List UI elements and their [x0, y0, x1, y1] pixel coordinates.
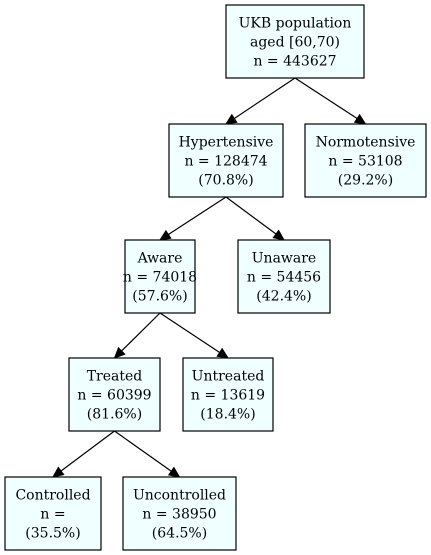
node-label-line: (70.8%): [198, 173, 253, 189]
node-label-line: (57.6%): [132, 289, 187, 305]
node-label-line: (29.2%): [338, 173, 393, 189]
node-untreated: Untreated n = 13619 (18.4%): [182, 357, 274, 432]
node-aware: Aware n = 74018 (57.6%): [123, 239, 197, 314]
node-label-line: Unaware: [252, 251, 316, 267]
edge-line: [294, 77, 358, 120]
node-label-line: Treated: [87, 369, 143, 385]
node-label-line: n = 74018: [123, 270, 197, 286]
edge-root-to-hypertensive: [224, 77, 296, 125]
node-label-line: Controlled: [15, 488, 90, 504]
edge-line: [233, 77, 296, 119]
edge-root-to-normotensive: [294, 77, 367, 125]
edge-line: [168, 196, 227, 236]
arrowhead-icon: [353, 113, 367, 125]
node-unaware: Unaware n = 54456 (42.4%): [237, 239, 331, 314]
arrowhead-icon: [216, 347, 230, 359]
node-label-line: UKB population: [239, 16, 352, 32]
edge-line: [159, 312, 220, 353]
node-hypertensive: Hypertensive n = 128474 (70.8%): [168, 123, 284, 198]
edge-treated-to-controlled: [52, 430, 115, 478]
arrowhead-icon: [167, 466, 181, 478]
node-label-line: (18.4%): [200, 407, 255, 423]
edge-treated-to-uncontrolled: [114, 430, 181, 478]
node-box: [304, 123, 427, 198]
node-box: [225, 4, 365, 79]
arrowhead-icon: [52, 466, 65, 478]
edge-hypertensive-to-aware: [158, 196, 227, 241]
node-ukb-population: UKB population aged [60,70) n = 443627: [225, 4, 365, 79]
node-box: [182, 357, 274, 432]
edge-line: [121, 312, 161, 352]
node-label-line: n = 128474: [184, 154, 267, 170]
node-label-line: Uncontrolled: [133, 488, 226, 504]
node-label-line: Aware: [137, 251, 183, 267]
node-label-line: n = 443627: [253, 54, 336, 70]
node-label-line: (42.4%): [256, 289, 311, 305]
node-uncontrolled: Uncontrolled n = 38950 (64.5%): [122, 476, 237, 551]
node-treated: Treated n = 60399 (81.6%): [68, 357, 161, 432]
node-box: [68, 357, 161, 432]
node-label-line: Hypertensive: [179, 135, 274, 151]
node-label-line: Untreated: [192, 369, 265, 385]
edge-aware-to-untreated: [159, 312, 230, 359]
node-label-line: Normotensive: [316, 135, 416, 151]
nodes-layer: UKB population aged [60,70) n = 443627 Hype…: [4, 4, 427, 551]
node-box: [168, 123, 284, 198]
edge-line: [225, 196, 277, 235]
node-box: [122, 476, 237, 551]
edge-hypertensive-to-unaware: [225, 196, 285, 241]
node-controlled: Controlled n = (35.5%): [4, 476, 102, 551]
node-label-line: n = 13619: [191, 388, 265, 404]
node-label-line: n = 60399: [77, 388, 151, 404]
edges-layer: [52, 77, 367, 478]
node-label-line: n = 53108: [328, 154, 402, 170]
node-label-line: (35.5%): [25, 526, 80, 542]
edge-line: [114, 430, 172, 472]
arrowhead-icon: [272, 229, 285, 241]
node-normotensive: Normotensive n = 53108 (29.2%): [304, 123, 427, 198]
node-label-line: n =: [40, 507, 65, 523]
edge-aware-to-treated: [113, 312, 161, 359]
arrowhead-icon: [113, 346, 126, 359]
arrowhead-icon: [224, 113, 238, 125]
edge-line: [60, 430, 115, 472]
arrowhead-icon: [158, 229, 172, 241]
node-label-line: (64.5%): [152, 526, 207, 542]
node-box: [237, 239, 331, 314]
node-label-line: aged [60,70): [250, 35, 340, 51]
node-label-line: (81.6%): [87, 407, 142, 423]
node-label-line: n = 38950: [142, 507, 216, 523]
node-box: [4, 476, 102, 551]
node-label-line: n = 54456: [247, 270, 321, 286]
node-box: [124, 239, 196, 314]
